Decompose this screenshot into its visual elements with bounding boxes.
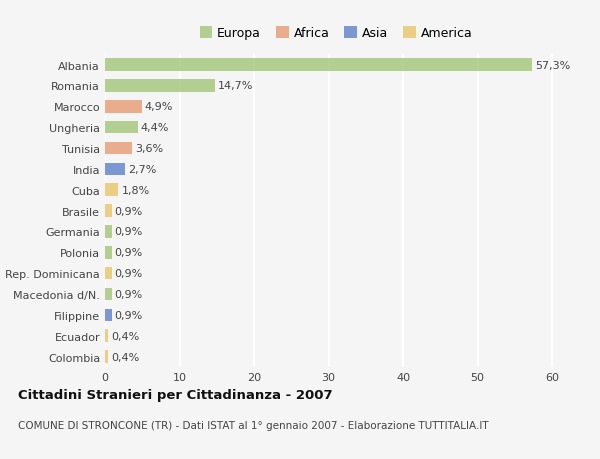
Bar xyxy=(105,101,142,113)
Bar xyxy=(105,122,138,134)
Text: 0,4%: 0,4% xyxy=(111,352,139,362)
Text: 1,8%: 1,8% xyxy=(121,185,149,196)
Bar xyxy=(105,163,125,176)
Text: 0,4%: 0,4% xyxy=(111,331,139,341)
Bar xyxy=(105,330,108,342)
Text: COMUNE DI STRONCONE (TR) - Dati ISTAT al 1° gennaio 2007 - Elaborazione TUTTITAL: COMUNE DI STRONCONE (TR) - Dati ISTAT al… xyxy=(18,420,488,430)
Text: 0,9%: 0,9% xyxy=(115,248,143,258)
Bar xyxy=(105,226,112,238)
Text: 0,9%: 0,9% xyxy=(115,269,143,279)
Bar xyxy=(105,246,112,259)
Text: 57,3%: 57,3% xyxy=(535,61,570,71)
Bar xyxy=(105,142,132,155)
Text: 14,7%: 14,7% xyxy=(218,81,253,91)
Text: 0,9%: 0,9% xyxy=(115,310,143,320)
Text: 0,9%: 0,9% xyxy=(115,206,143,216)
Bar xyxy=(105,184,118,196)
Bar xyxy=(105,267,112,280)
Bar xyxy=(105,205,112,218)
Text: 0,9%: 0,9% xyxy=(115,289,143,299)
Bar xyxy=(105,80,215,93)
Bar xyxy=(105,351,108,363)
Text: 4,9%: 4,9% xyxy=(145,102,173,112)
Legend: Europa, Africa, Asia, America: Europa, Africa, Asia, America xyxy=(197,25,475,43)
Bar xyxy=(105,309,112,321)
Bar xyxy=(105,288,112,301)
Text: 4,4%: 4,4% xyxy=(141,123,169,133)
Bar xyxy=(105,59,532,72)
Text: 2,7%: 2,7% xyxy=(128,164,157,174)
Text: 3,6%: 3,6% xyxy=(135,144,163,154)
Text: Cittadini Stranieri per Cittadinanza - 2007: Cittadini Stranieri per Cittadinanza - 2… xyxy=(18,388,332,401)
Text: 0,9%: 0,9% xyxy=(115,227,143,237)
